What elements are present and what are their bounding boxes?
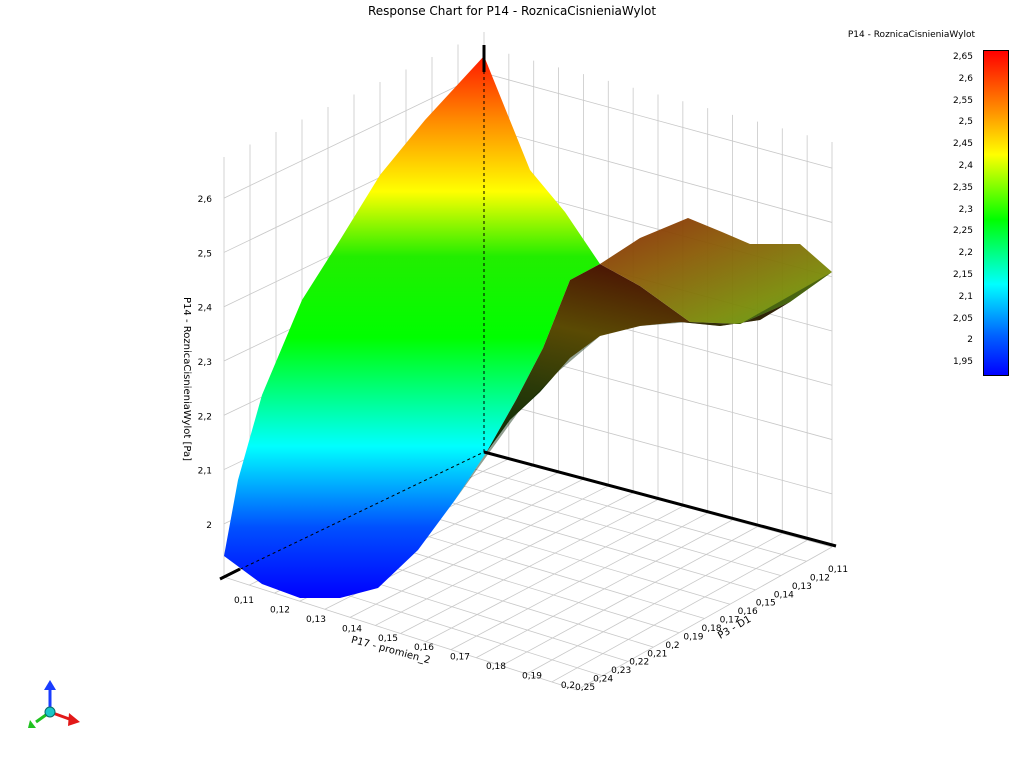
z-tick-label: 2,3 [198, 358, 212, 368]
grid-line [475, 519, 733, 659]
x-axis-stub [219, 567, 241, 581]
z-tick-label: 2,6 [198, 195, 213, 205]
colorbar-tick-label: 2,55 [952, 95, 973, 106]
z-tick-label: 2,1 [198, 467, 212, 477]
y-tick-label: 0,25 [575, 683, 595, 693]
y-tick-label: 0,22 [629, 658, 649, 668]
grid-line [223, 72, 485, 199]
tick-labels: 22,12,22,32,42,52,60,110,120,130,140,150… [198, 195, 848, 693]
z-tick-label: 2 [206, 521, 212, 531]
surface-ridge [570, 218, 832, 324]
x-tick-label: 0,19 [522, 672, 542, 682]
colorbar-tick-label: 2,25 [952, 226, 973, 237]
z-axis-title: P14 - RoznicaCisnieniaWylot [Pa] [181, 297, 192, 461]
z-tick-label: 2,2 [198, 412, 212, 422]
grid-line [483, 398, 833, 495]
grid-line [375, 492, 634, 626]
grid-line [576, 546, 833, 691]
colorbar-tick-label: 2,05 [952, 313, 973, 324]
x-tick-label: 0,2 [561, 681, 575, 691]
grid-line [551, 539, 808, 683]
colorbar-tick-label: 2,35 [952, 182, 973, 193]
y-axis [483, 450, 837, 548]
colorbar-tick-label: 2,6 [958, 73, 973, 84]
axis-triad-icon[interactable] [24, 680, 84, 736]
colorbar-tick-label: 2 [967, 335, 973, 346]
surface-side-face [486, 264, 832, 453]
x-tick-label: 0,14 [342, 624, 362, 634]
y-tick-label: 0,13 [792, 582, 812, 592]
colorbar-tick-label: 2,45 [952, 139, 973, 150]
x-tick-label: 0,11 [234, 596, 254, 606]
grid-line [501, 526, 758, 667]
colorbar-tick-label: 2,2 [958, 248, 973, 259]
y-tick-label: 0,18 [702, 624, 722, 634]
colorbar-tick-label: 2,5 [958, 117, 973, 128]
axes [219, 45, 837, 581]
grid-line [349, 485, 609, 618]
colorbar-tick-label: 1,95 [952, 357, 973, 368]
surface-front-face [224, 56, 600, 598]
colorbar-tick-label: 2,3 [958, 204, 973, 215]
y-tick-label: 0,11 [828, 565, 848, 575]
grid-line [526, 533, 783, 675]
y-tick-label: 0,14 [774, 590, 794, 600]
x-tick-label: 0,17 [450, 653, 470, 663]
x-tick-label: 0,13 [306, 615, 326, 625]
y-tick-label: 0,23 [611, 666, 631, 676]
grid-line [450, 512, 708, 650]
grid-line [483, 72, 833, 169]
x-tick-label: 0,12 [270, 605, 290, 615]
response-surface [224, 56, 832, 598]
y-tick-label: 0,15 [756, 599, 776, 609]
chart-title: Response Chart for P14 - RoznicaCisnieni… [367, 4, 657, 18]
colorbar-tick-label: 2,65 [952, 52, 973, 62]
y-tick-label: 0,2 [665, 641, 679, 651]
grid-line [400, 499, 659, 634]
colorbar-title: P14 - RoznicaCisnieniaWylot [847, 30, 975, 40]
x-tick-label: 0,15 [378, 634, 398, 644]
y-tick-label: 0,16 [738, 607, 758, 617]
x-tick-label: 0,16 [414, 643, 434, 653]
grid-line [425, 505, 684, 642]
colorbar-tick-label: 2,4 [958, 161, 973, 171]
y-tick-label: 0,12 [810, 573, 830, 583]
y-tick-label: 0,17 [720, 616, 740, 626]
y-tick-label: 0,24 [593, 675, 613, 685]
z-tick-label: 2,4 [198, 304, 213, 314]
colorbar-tick-label: 2,15 [952, 270, 973, 280]
colorbar [983, 50, 1009, 376]
x-tick-label: 0,18 [486, 662, 506, 672]
z-tick-label: 2,5 [198, 249, 212, 259]
y-tick-label: 0,19 [683, 632, 703, 642]
x-axis-hidden [223, 451, 485, 578]
y-tick-label: 0,21 [647, 649, 667, 659]
surface-shadow [418, 272, 832, 550]
colorbar-tick-label: 2,1 [958, 291, 973, 302]
grid-line [483, 127, 833, 223]
